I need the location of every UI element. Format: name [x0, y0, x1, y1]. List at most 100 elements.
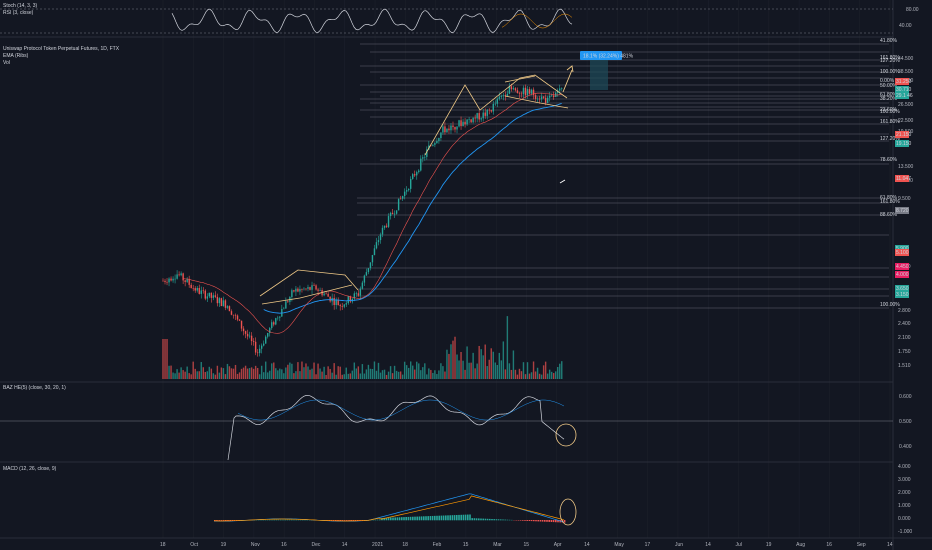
volume-bar: [341, 374, 343, 379]
price-axis-label: 2.400: [898, 321, 911, 327]
volume-bar: [244, 365, 247, 379]
macd-histogram-bar: [555, 520, 557, 523]
volume-bar: [393, 365, 396, 379]
candle-body: [168, 278, 170, 283]
candle-body: [232, 314, 235, 316]
volume-bar: [504, 369, 507, 379]
volume-bar: [401, 374, 404, 379]
price-axis-label: 9.500: [898, 196, 911, 202]
volume-bar: [528, 373, 531, 379]
macd-histogram-bar: [495, 519, 498, 521]
volume-bar: [450, 344, 452, 379]
macd-histogram-bar: [456, 514, 458, 521]
candle-body: [323, 293, 325, 296]
macd-histogram-bar: [458, 514, 460, 521]
volume-bar: [192, 361, 194, 379]
candle-body: [371, 255, 374, 263]
trendline-annotations[interactable]: [259, 65, 574, 305]
volume-bar: [546, 373, 549, 379]
candle-body: [184, 280, 186, 282]
candle-body: [508, 86, 511, 94]
candle-body: [311, 285, 313, 290]
wedge-annotation-5[interactable]: [504, 75, 536, 83]
candle-body: [325, 293, 327, 295]
time-tick: 19: [766, 542, 772, 548]
volume-bar: [373, 361, 376, 379]
candle-body: [422, 157, 424, 159]
volume-bar: [440, 363, 442, 379]
fib-label: 127.20%: [880, 136, 900, 142]
volume-bar: [430, 369, 432, 379]
macd-axis-label: 3.000: [898, 477, 911, 483]
candle-body: [164, 280, 166, 282]
candle-body: [458, 120, 460, 127]
candle-body: [536, 98, 539, 100]
macd-histogram-bar: [434, 515, 436, 521]
price-axis-label: 26.500: [898, 102, 914, 108]
price-tag-text: 29.1 46: [896, 93, 913, 99]
volume-bar: [218, 372, 221, 379]
fib-label: 41.80%: [880, 38, 898, 44]
volume-bar: [178, 372, 180, 379]
volume-bar: [389, 366, 392, 379]
volume-bar: [488, 359, 490, 379]
candle-body: [412, 174, 414, 179]
wedge-annotation-4[interactable]: [504, 95, 569, 109]
candle-body: [220, 298, 223, 307]
candle-body: [498, 96, 501, 99]
price-axis-label: 1.750: [898, 349, 911, 355]
target-arrow[interactable]: [562, 69, 573, 93]
wedge-annotation-1[interactable]: [259, 269, 359, 297]
candle-body: [224, 300, 227, 308]
volume-bar: [359, 373, 362, 379]
candlesticks: [162, 82, 563, 357]
candle-body: [246, 333, 249, 337]
time-tick: Dec: [311, 542, 320, 548]
wedge-annotation-3[interactable]: [424, 74, 568, 156]
macd-histogram-bar: [229, 520, 231, 521]
macd-histogram-bar: [385, 517, 388, 521]
volume-bar: [405, 365, 408, 379]
volume-bar: [498, 352, 501, 379]
candle-body: [524, 87, 527, 96]
candle-body: [327, 293, 329, 297]
macd-histogram-bar: [346, 520, 348, 521]
wedge-annotation-2[interactable]: [261, 284, 353, 305]
candle-body: [522, 87, 525, 95]
macd-axis-label: 4.000: [898, 464, 911, 470]
baz-line-fast: [237, 399, 565, 421]
volume-bar: [363, 373, 366, 379]
candle-body: [510, 86, 513, 90]
candle-body: [307, 287, 309, 289]
volume-bar: [381, 370, 384, 379]
volume-bar: [345, 367, 347, 379]
baz-circle-annotation[interactable]: [555, 423, 577, 447]
candle-body: [409, 178, 412, 189]
target-badge[interactable]: [580, 51, 622, 60]
volume-bar: [331, 372, 333, 379]
volume-bar: [180, 367, 182, 379]
volume-bar: [325, 374, 327, 379]
macd-histogram-bar: [352, 520, 355, 521]
macd-circle-annotation[interactable]: [559, 498, 577, 526]
candle-body: [484, 112, 486, 116]
volume-bar: [182, 370, 184, 379]
volume-bar: [164, 339, 166, 379]
candle-body: [514, 88, 517, 91]
price-tag-bg: [895, 140, 909, 147]
candle-body: [399, 198, 402, 200]
candle-body: [480, 118, 482, 120]
macd-histogram-bar: [486, 518, 489, 521]
candle-body: [391, 212, 394, 214]
macd-histogram-bar: [541, 520, 544, 522]
volume-bar: [428, 368, 430, 379]
candle-body: [339, 305, 341, 307]
candle-body: [337, 300, 339, 306]
macd-histogram-bar: [407, 516, 410, 521]
macd-histogram-bar: [462, 514, 465, 521]
volume-bar: [269, 370, 271, 379]
rsi-legend: RSI (3, close): [3, 10, 34, 16]
volume-bar: [275, 368, 277, 379]
volume-bar: [532, 361, 535, 379]
